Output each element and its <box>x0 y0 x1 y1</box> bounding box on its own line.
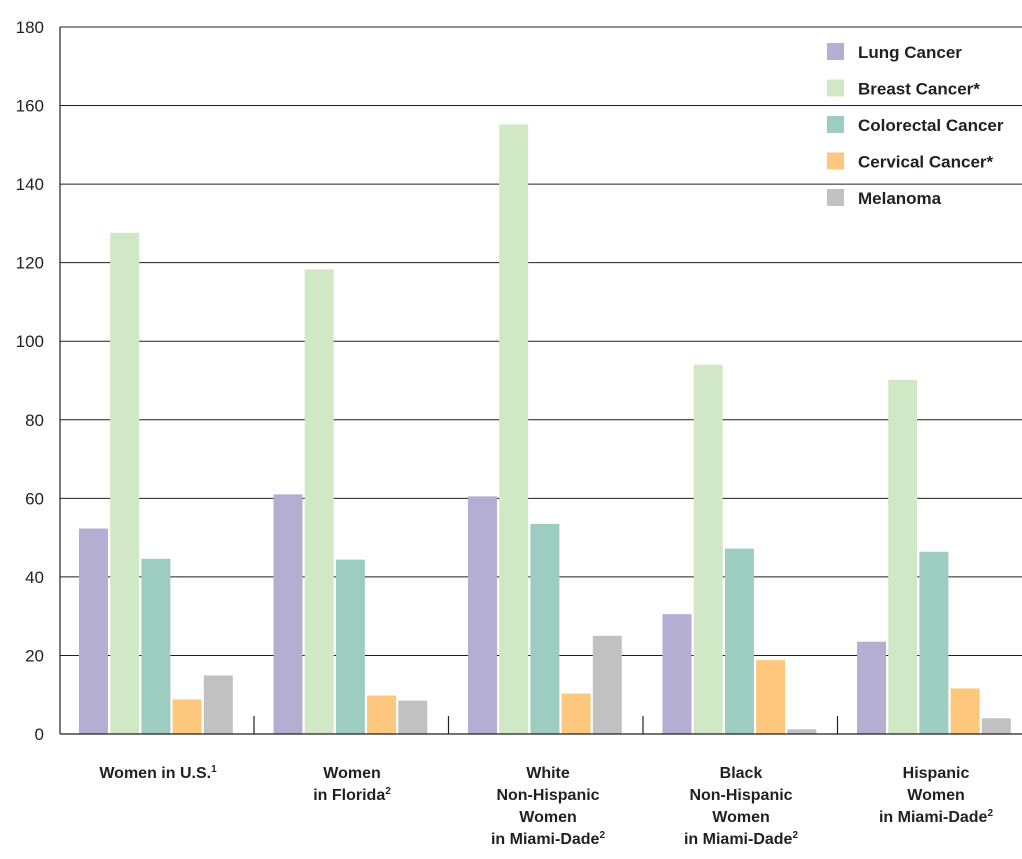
legend-label: Lung Cancer <box>858 43 962 62</box>
legend-swatch <box>827 152 844 170</box>
category-label-line: in Miami-Dade <box>491 831 600 848</box>
bar-lung-cancer <box>273 494 303 734</box>
category-label-line: Women <box>712 809 769 826</box>
bar-colorectal-cancer <box>530 523 560 734</box>
category-label: Women in Florida2 <box>313 765 391 804</box>
bar-melanoma <box>203 675 233 734</box>
y-tick-label: 40 <box>25 568 44 587</box>
bar-cervical-cancer <box>172 699 202 734</box>
legend-swatch <box>827 116 844 133</box>
category-label: Black Non-Hispanic Women in Miami-Dade2 <box>684 765 798 848</box>
category-label: White Non-Hispanic Women in Miami-Dade2 <box>491 765 605 848</box>
category-label-line: Hispanic <box>903 765 970 782</box>
x-axis <box>59 27 1022 735</box>
category-label-line: in Miami-Dade <box>879 809 988 826</box>
category-footnote-marker: 2 <box>385 786 391 797</box>
bar-lung-cancer <box>468 496 497 734</box>
bar-lung-cancer <box>662 614 692 734</box>
gridlines <box>60 26 1022 656</box>
category-label-line: in Miami-Dade <box>684 831 793 848</box>
bar-melanoma <box>981 718 1011 734</box>
bar-melanoma <box>592 635 622 734</box>
bar-colorectal-cancer <box>335 559 365 734</box>
category-footnote-marker: 1 <box>211 764 217 775</box>
category-footnote-marker: 2 <box>792 830 798 841</box>
bar-breast-cancer <box>304 269 334 734</box>
y-tick-label: 140 <box>16 175 44 194</box>
y-tick-label: 160 <box>16 97 44 116</box>
category-label-line: Black <box>720 765 763 782</box>
y-tick-label: 80 <box>25 411 44 430</box>
bar-colorectal-cancer <box>724 548 754 734</box>
y-tick-label: 20 <box>25 646 44 665</box>
category-footnote-marker: 2 <box>599 830 605 841</box>
y-axis-ticks: 0 20 40 60 80 100 120 140 160 180 <box>16 18 44 744</box>
category-label: Hispanic Women in Miami-Dade2 <box>879 765 993 826</box>
bar-colorectal-cancer <box>919 551 949 734</box>
bar-lung-cancer <box>79 528 108 734</box>
category-label-line: Non-Hispanic <box>496 787 599 804</box>
y-tick-label: 120 <box>16 254 44 273</box>
y-tick-label: 100 <box>16 332 44 351</box>
category-label: Women in U.S.1 <box>99 764 217 782</box>
y-tick-label: 60 <box>25 489 44 508</box>
legend-label: Colorectal Cancer <box>858 116 1004 135</box>
bars <box>79 124 1011 735</box>
y-tick-label: 180 <box>16 18 44 37</box>
category-label-line: Non-Hispanic <box>689 787 792 804</box>
legend-swatch <box>827 43 844 60</box>
category-label-line: White <box>526 765 570 782</box>
category-label-line: Women <box>519 809 576 826</box>
category-footnote-marker: 2 <box>987 808 993 819</box>
bar-lung-cancer <box>857 641 886 734</box>
legend-label: Melanoma <box>858 189 942 208</box>
legend-swatch <box>827 79 844 97</box>
bar-cervical-cancer <box>756 660 786 734</box>
bar-breast-cancer <box>110 232 140 734</box>
bar-melanoma <box>398 700 428 734</box>
legend-label: Cervical Cancer* <box>858 153 994 172</box>
legend: Lung Cancer Breast Cancer* Colorectal Canc… <box>827 43 1004 208</box>
legend-label: Breast Cancer* <box>858 80 980 99</box>
category-label-line: Women <box>323 765 380 782</box>
bar-cervical-cancer <box>367 695 397 734</box>
legend-swatch <box>827 189 844 206</box>
category-label-line: in Florida <box>313 787 385 804</box>
category-label-line: Women <box>907 787 964 804</box>
y-tick-label: 0 <box>35 725 44 744</box>
bar-breast-cancer <box>499 124 529 735</box>
bar-cervical-cancer <box>561 693 591 734</box>
category-label-line: Women in U.S. <box>99 765 211 782</box>
bar-breast-cancer <box>888 379 918 734</box>
bar-breast-cancer <box>693 364 723 734</box>
bar-cervical-cancer <box>950 688 980 734</box>
bar-melanoma <box>787 729 817 734</box>
bar-colorectal-cancer <box>141 558 171 734</box>
